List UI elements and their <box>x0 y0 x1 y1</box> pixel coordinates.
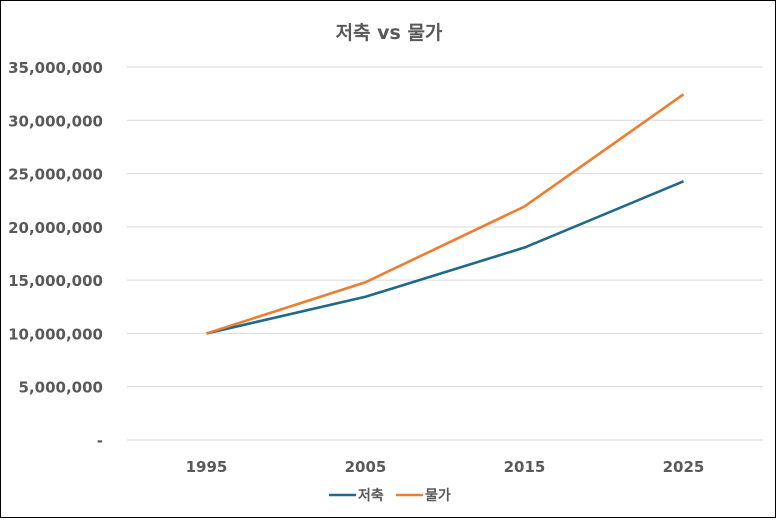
legend: 저축 물가 <box>329 488 451 504</box>
y-tick-label: 15,000,000 <box>8 272 103 290</box>
legend-label: 물가 <box>425 488 451 504</box>
y-tick-label: - <box>97 432 103 450</box>
x-axis-ticks: 1995 2005 2015 2025 <box>186 458 705 476</box>
gridlines <box>127 67 763 440</box>
x-tick-label: 2015 <box>504 458 546 476</box>
y-tick-label: 20,000,000 <box>8 219 103 237</box>
chart-title: 저축 vs 물가 <box>336 22 443 44</box>
y-tick-label: 5,000,000 <box>19 379 103 397</box>
series-line-1 <box>207 94 684 333</box>
legend-label: 저축 <box>358 488 384 504</box>
x-tick-label: 1995 <box>186 458 228 476</box>
y-tick-label: 35,000,000 <box>8 59 103 77</box>
x-tick-label: 2025 <box>663 458 705 476</box>
y-tick-label: 10,000,000 <box>8 325 103 343</box>
y-tick-label: 25,000,000 <box>8 166 103 184</box>
series-lines <box>206 94 683 333</box>
y-tick-label: 30,000,000 <box>8 112 103 130</box>
x-tick-label: 2005 <box>345 458 387 476</box>
y-axis-ticks: - 5,000,000 10,000,000 15,000,000 20,000,000… <box>8 59 103 450</box>
